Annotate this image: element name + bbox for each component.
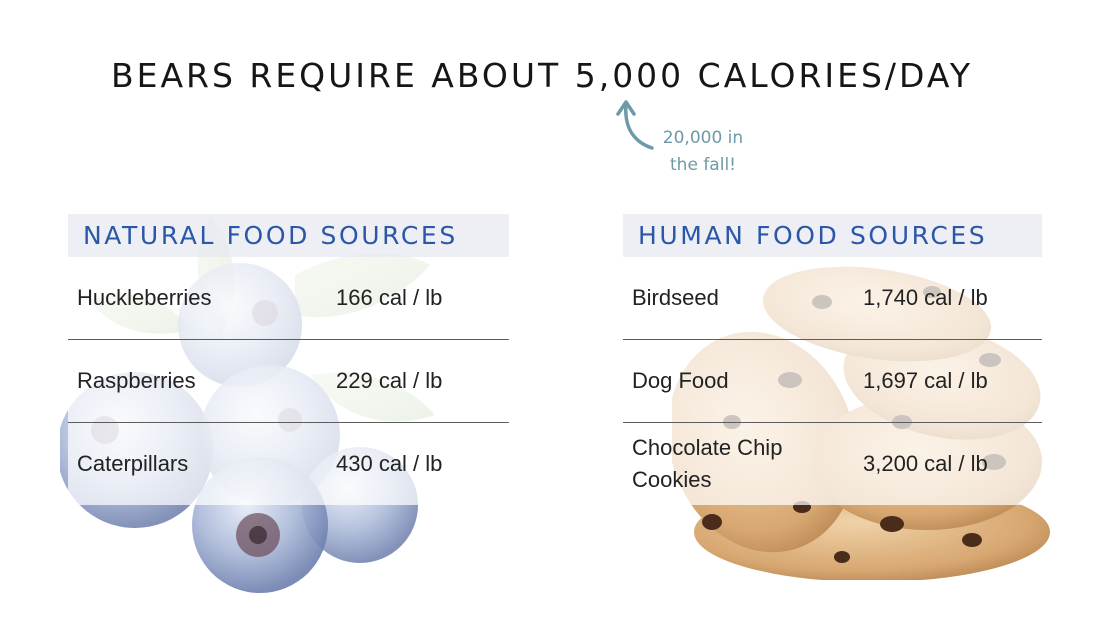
food-name: Raspberries bbox=[77, 368, 196, 393]
curved-arrow-icon bbox=[616, 100, 654, 150]
food-name: Chocolate Chip Cookies bbox=[632, 432, 782, 496]
human-food-panel: HUMAN FOOD SOURCES Birdseed 1,740 cal / … bbox=[623, 214, 1042, 505]
human-food-heading: HUMAN FOOD SOURCES bbox=[623, 214, 1042, 257]
natural-food-heading: NATURAL FOOD SOURCES bbox=[68, 214, 509, 257]
calorie-value: 1,697 cal / lb bbox=[863, 368, 988, 393]
calorie-value: 229 cal / lb bbox=[336, 368, 443, 393]
calorie-value: 3,200 cal / lb bbox=[863, 451, 988, 476]
food-name: Caterpillars bbox=[77, 451, 189, 476]
table-row: Dog Food 1,697 cal / lb bbox=[623, 339, 1042, 422]
food-name: Birdseed bbox=[632, 285, 719, 310]
table-row: Chocolate Chip Cookies 3,200 cal / lb bbox=[623, 422, 1042, 505]
fall-note: 20,000 in the fall! bbox=[656, 125, 750, 179]
food-name: Dog Food bbox=[632, 368, 729, 393]
table-row: Huckleberries 166 cal / lb bbox=[68, 257, 509, 339]
calorie-value: 430 cal / lb bbox=[336, 451, 443, 476]
table-row: Raspberries 229 cal / lb bbox=[68, 339, 509, 422]
food-name-line2: Cookies bbox=[632, 467, 712, 492]
natural-food-panel: NATURAL FOOD SOURCES Huckleberries 166 c… bbox=[68, 214, 509, 505]
food-name: Huckleberries bbox=[77, 285, 212, 310]
fall-note-line1: 20,000 in bbox=[662, 128, 744, 148]
table-row: Caterpillars 430 cal / lb bbox=[68, 422, 509, 505]
calorie-value: 1,740 cal / lb bbox=[863, 285, 988, 310]
page-title: BEARS REQUIRE ABOUT 5,000 CALORIES/DAY bbox=[110, 56, 974, 95]
fall-note-line2: the fall! bbox=[670, 155, 736, 175]
food-name-line1: Chocolate Chip bbox=[632, 435, 783, 460]
table-row: Birdseed 1,740 cal / lb bbox=[623, 257, 1042, 339]
calorie-value: 166 cal / lb bbox=[336, 285, 443, 310]
